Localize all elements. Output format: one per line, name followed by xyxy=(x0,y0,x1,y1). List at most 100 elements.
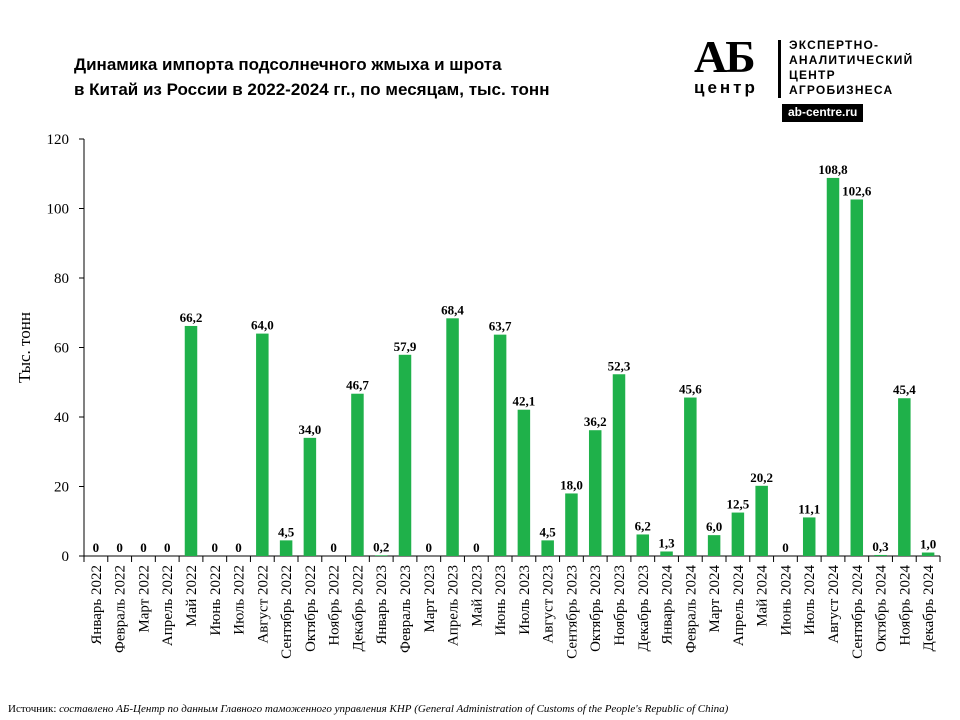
chart-title-line2: в Китай из России в 2022-2024 гг., по ме… xyxy=(74,80,550,99)
logo-url: ab-centre.ru xyxy=(782,104,864,122)
category-label: Сентябрь 2024 xyxy=(850,565,866,659)
y-tick-label: 20 xyxy=(54,480,69,496)
category-label: Ноябрь 2022 xyxy=(327,565,343,646)
category-label: Октябрь 2024 xyxy=(874,565,890,652)
category-label: Март 2023 xyxy=(422,565,438,633)
category-label: Ноябрь 2023 xyxy=(612,565,628,646)
category-label: Февраль 2022 xyxy=(113,565,129,653)
category-label: Июль 2022 xyxy=(232,565,248,635)
logo-caption: ЭКСПЕРТНО- АНАЛИТИЧЕСКИЙ ЦЕНТР АГРОБИЗНЕ… xyxy=(789,38,913,98)
category-label: Сентябрь 2023 xyxy=(564,565,580,659)
data-label: 0 xyxy=(164,540,171,555)
data-label: 46,7 xyxy=(346,378,369,393)
bar xyxy=(351,393,364,556)
category-label: Май 2024 xyxy=(755,565,771,627)
source-note: Источник: составлено АБ-Центр по данным … xyxy=(8,703,728,715)
data-label: 6,2 xyxy=(635,518,651,533)
data-label: 66,2 xyxy=(180,310,203,325)
bar xyxy=(826,177,840,557)
data-label: 4,5 xyxy=(540,524,557,539)
data-label: 0 xyxy=(140,540,147,555)
data-label: 0 xyxy=(212,540,219,555)
category-label: Июль 2024 xyxy=(802,565,818,635)
data-label: 20,2 xyxy=(750,470,773,485)
data-label: 0 xyxy=(235,540,242,555)
data-label: 108,8 xyxy=(818,162,848,177)
category-label: Август 2024 xyxy=(826,565,842,644)
bar xyxy=(684,397,697,556)
data-label: 18,0 xyxy=(560,477,583,492)
y-tick-label: 60 xyxy=(54,341,69,357)
bar xyxy=(374,555,388,556)
bar xyxy=(446,318,459,556)
data-label: 0 xyxy=(426,540,433,555)
logo-divider xyxy=(778,40,781,98)
category-label: Апрель 2022 xyxy=(160,565,176,646)
data-label: 45,6 xyxy=(679,382,702,397)
bar xyxy=(660,551,673,556)
data-label: 0 xyxy=(93,540,100,555)
data-label: 45,4 xyxy=(893,382,916,397)
logo-caption-line: АНАЛИТИЧЕСКИЙ xyxy=(789,53,914,67)
data-label: 0 xyxy=(473,540,480,555)
data-label: 11,1 xyxy=(798,501,820,516)
bar xyxy=(279,540,293,556)
logo-brand-top: АБ xyxy=(694,31,756,82)
bar xyxy=(921,552,935,556)
data-label: 0 xyxy=(782,540,789,555)
category-label: Февраль 2023 xyxy=(398,565,414,653)
data-label: 34,0 xyxy=(299,422,322,437)
bar xyxy=(802,517,816,556)
data-label: 0 xyxy=(330,540,337,555)
chart-title-line1: Динамика импорта подсолнечного жмыха и ш… xyxy=(74,55,502,74)
y-axis-label: Тыс. тонн xyxy=(15,312,34,383)
bar xyxy=(636,534,650,556)
category-label: Декабрь 2022 xyxy=(350,565,366,652)
logo-caption-line: ЦЕНТР xyxy=(789,68,836,82)
data-label: 42,1 xyxy=(513,394,536,409)
y-tick-label: 40 xyxy=(54,410,69,426)
bar xyxy=(398,354,412,556)
bar xyxy=(256,333,269,556)
category-label: Апрель 2024 xyxy=(731,565,747,647)
bar xyxy=(303,437,317,556)
data-label: 0,3 xyxy=(872,539,889,554)
logo-caption-line: АГРОБИЗНЕСА xyxy=(789,83,894,97)
bar xyxy=(612,374,626,556)
category-label: Февраль 2024 xyxy=(683,565,699,653)
data-label: 52,3 xyxy=(608,358,631,373)
bar xyxy=(755,485,768,556)
category-label: Май 2023 xyxy=(469,565,485,627)
y-tick-label: 120 xyxy=(47,132,70,148)
y-tick-label: 0 xyxy=(62,549,70,565)
ab-centre-logo: АБ центр ЭКСПЕРТНО- АНАЛИТИЧЕСКИЙ ЦЕНТР … xyxy=(690,32,940,126)
category-label: Март 2024 xyxy=(707,565,723,633)
data-label: 102,6 xyxy=(842,183,872,198)
bar xyxy=(565,493,578,556)
data-label: 6,0 xyxy=(706,519,722,534)
data-label: 64,0 xyxy=(251,318,274,333)
category-label: Январь 2023 xyxy=(374,565,390,645)
category-label: Июнь 2022 xyxy=(208,565,224,636)
data-label: 68,4 xyxy=(441,302,464,317)
data-label: 36,2 xyxy=(584,414,607,429)
y-tick-label: 80 xyxy=(54,271,69,287)
data-label: 1,3 xyxy=(658,535,675,550)
data-label: 4,5 xyxy=(278,524,295,539)
data-label: 12,5 xyxy=(727,497,750,512)
chart-title: Динамика импорта подсолнечного жмыха и ш… xyxy=(74,52,674,102)
data-label: 1,0 xyxy=(920,537,936,552)
bar xyxy=(493,334,507,556)
source-label: Источник: xyxy=(8,703,57,715)
category-label: Апрель 2023 xyxy=(446,565,462,646)
data-label: 63,7 xyxy=(489,319,512,334)
category-label: Май 2022 xyxy=(184,565,200,627)
category-label: Июнь 2024 xyxy=(778,565,794,636)
bar xyxy=(707,535,721,556)
category-label: Июль 2023 xyxy=(517,565,533,635)
source-text: составлено АБ-Центр по данным Главного т… xyxy=(56,703,729,715)
category-label: Январь 2024 xyxy=(660,565,676,645)
category-label: Октябрь 2023 xyxy=(588,565,604,652)
logo-brand-bottom: центр xyxy=(694,78,758,97)
